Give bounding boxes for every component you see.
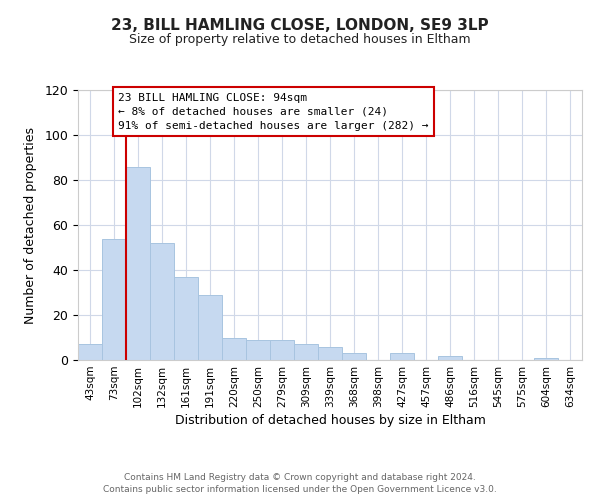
Bar [294,344,318,360]
Bar [126,166,150,360]
Bar [198,294,222,360]
Text: Size of property relative to detached houses in Eltham: Size of property relative to detached ho… [129,32,471,46]
Bar [342,353,366,360]
Bar [390,353,414,360]
X-axis label: Distribution of detached houses by size in Eltham: Distribution of detached houses by size … [175,414,485,427]
Bar [270,340,294,360]
Text: 23 BILL HAMLING CLOSE: 94sqm
← 8% of detached houses are smaller (24)
91% of sem: 23 BILL HAMLING CLOSE: 94sqm ← 8% of det… [118,92,429,130]
Bar [318,346,342,360]
Bar [102,238,126,360]
Y-axis label: Number of detached properties: Number of detached properties [25,126,37,324]
Text: 23, BILL HAMLING CLOSE, LONDON, SE9 3LP: 23, BILL HAMLING CLOSE, LONDON, SE9 3LP [111,18,489,32]
Bar [78,344,102,360]
Bar [246,340,270,360]
Bar [150,243,174,360]
Bar [534,358,558,360]
Text: Contains HM Land Registry data © Crown copyright and database right 2024.: Contains HM Land Registry data © Crown c… [124,472,476,482]
Bar [222,338,246,360]
Bar [174,277,198,360]
Text: Contains public sector information licensed under the Open Government Licence v3: Contains public sector information licen… [103,485,497,494]
Bar [438,356,462,360]
